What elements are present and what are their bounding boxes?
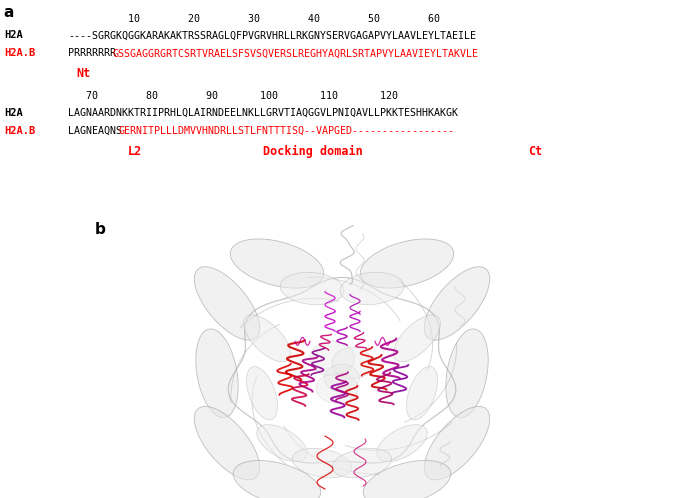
Ellipse shape	[325, 365, 360, 392]
Polygon shape	[280, 272, 344, 305]
Polygon shape	[292, 448, 351, 478]
Polygon shape	[244, 315, 290, 362]
Polygon shape	[340, 272, 404, 305]
Text: LAGNAARDNKKTRIIPRHLQLAIRNDEELNKLLGRVTIAQGGVLPNIQAVLLPKKTESHHKAKGK: LAGNAARDNKKTRIIPRHLQLAIRNDEELNKLLGRVTIAQ…	[68, 108, 458, 118]
Text: 10        20        30        40        50        60: 10 20 30 40 50 60	[68, 14, 440, 24]
Text: H2A: H2A	[4, 108, 23, 118]
Text: H2A: H2A	[4, 30, 23, 40]
Polygon shape	[394, 315, 440, 362]
Polygon shape	[406, 367, 438, 420]
Polygon shape	[377, 425, 427, 462]
Text: GSSGAGGRGRTCSRTVRAELSFSVSQVERSLREGHYAQRLSRTAPVYLAAVIEYLTAKVLE: GSSGAGGRGRTCSRTVRAELSFSVSQVERSLREGHYAQRL…	[113, 48, 479, 58]
Text: GERNITPLLLDMVVHNDRLLSTLFNTTTISQ--VAPGED-----------------: GERNITPLLLDMVVHNDRLLSTLFNTTTISQ--VAPGED-…	[119, 126, 455, 136]
Polygon shape	[424, 406, 490, 480]
Polygon shape	[195, 406, 260, 480]
Polygon shape	[230, 239, 324, 288]
Text: H2A.B: H2A.B	[4, 48, 35, 58]
Ellipse shape	[310, 341, 355, 376]
Polygon shape	[363, 461, 451, 498]
Text: 70        80        90       100       110       120: 70 80 90 100 110 120	[62, 91, 398, 101]
Text: ----SGRGKQGGKARAKAKTRSSRAGLQFPVGRVHRLLRKGNYSERVGAGAPVYLAAVLEYLTAEILE: ----SGRGKQGGKARAKAKTRSSRAGLQFPVGRVHRLLRK…	[68, 30, 476, 40]
Text: LAGNEAQNS: LAGNEAQNS	[68, 126, 122, 136]
Text: Nt: Nt	[76, 67, 90, 80]
Polygon shape	[196, 329, 238, 418]
Ellipse shape	[316, 374, 358, 403]
Text: b: b	[95, 222, 106, 237]
Polygon shape	[360, 239, 453, 288]
Polygon shape	[233, 461, 321, 498]
Text: a: a	[3, 5, 14, 20]
Polygon shape	[446, 329, 488, 418]
Polygon shape	[195, 267, 260, 340]
Polygon shape	[247, 367, 277, 420]
Text: PRRRRRRR: PRRRRRRR	[68, 48, 116, 58]
Polygon shape	[424, 267, 490, 340]
Text: Docking domain: Docking domain	[263, 145, 363, 158]
Text: Ct: Ct	[528, 145, 543, 158]
Text: L2: L2	[128, 145, 142, 158]
Text: H2A.B: H2A.B	[4, 126, 35, 136]
Polygon shape	[332, 448, 392, 478]
Polygon shape	[257, 425, 308, 462]
Ellipse shape	[332, 347, 372, 379]
